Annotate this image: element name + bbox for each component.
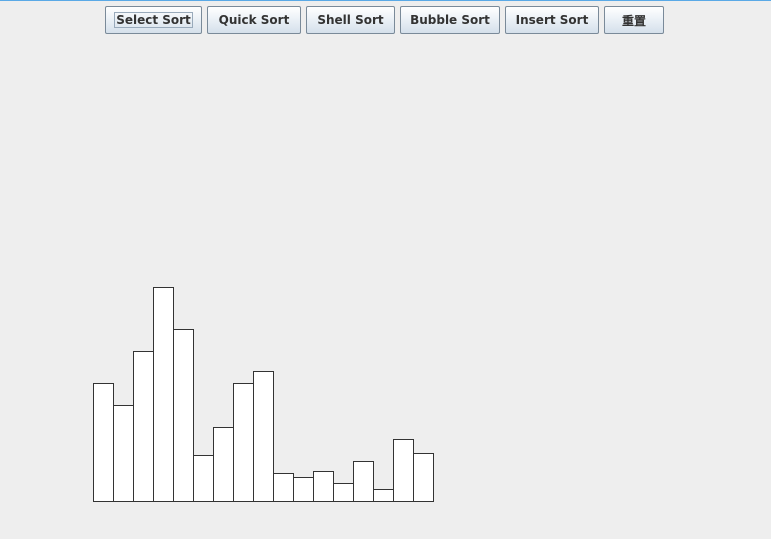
bar-12 — [333, 483, 354, 502]
sort-toolbar: Select Sort Quick Sort Shell Sort Bubble… — [0, 0, 771, 40]
bar-0 — [93, 383, 114, 502]
reset-button-label: 重置 — [621, 13, 646, 28]
insert-sort-button-label: Insert Sort — [515, 13, 589, 27]
bar-11 — [313, 471, 334, 502]
sort-visualization-canvas — [0, 40, 771, 535]
bar-1 — [113, 405, 134, 502]
shell-sort-button[interactable]: Shell Sort — [306, 6, 395, 34]
bar-5 — [193, 455, 214, 502]
bar-2 — [133, 351, 154, 502]
bubble-sort-button[interactable]: Bubble Sort — [400, 6, 500, 34]
window-top-edge — [0, 0, 771, 1]
bar-8 — [253, 371, 274, 502]
select-sort-button[interactable]: Select Sort — [105, 6, 202, 34]
quick-sort-button-label: Quick Sort — [218, 13, 290, 27]
bar-6 — [213, 427, 234, 502]
quick-sort-button[interactable]: Quick Sort — [207, 6, 301, 34]
shell-sort-button-label: Shell Sort — [317, 13, 384, 27]
bar-13 — [353, 461, 374, 502]
bar-4 — [173, 329, 194, 502]
bar-15 — [393, 439, 414, 502]
bar-10 — [293, 477, 314, 502]
bar-9 — [273, 473, 294, 502]
select-sort-button-label: Select Sort — [114, 12, 193, 28]
bar-16 — [413, 453, 434, 502]
bar-chart — [93, 287, 434, 502]
bubble-sort-button-label: Bubble Sort — [410, 13, 490, 27]
insert-sort-button[interactable]: Insert Sort — [505, 6, 599, 34]
reset-button[interactable]: 重置 — [604, 6, 664, 34]
bar-7 — [233, 383, 254, 502]
bar-14 — [373, 489, 394, 502]
bar-3 — [153, 287, 174, 502]
